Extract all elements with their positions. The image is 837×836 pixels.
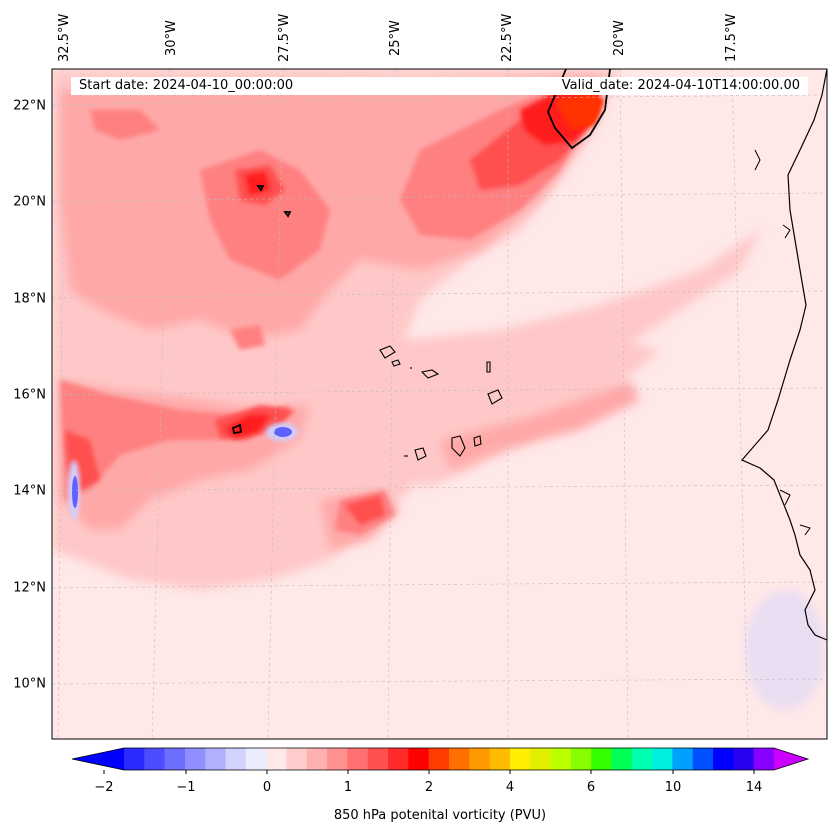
pv-contours xyxy=(231,69,611,435)
colorbar-swatch xyxy=(652,748,673,770)
colorbar-swatch xyxy=(428,748,450,770)
colorbar-tick-m2: −2 xyxy=(94,780,114,795)
colorbar-swatch xyxy=(205,748,227,770)
colorbar-swatch xyxy=(713,748,734,770)
colorbar-swatch xyxy=(245,748,267,770)
valid-date: Valid_date: 2024-04-10T14:00:00.00 xyxy=(561,78,800,93)
pv-field-negative xyxy=(68,423,825,710)
lat-label-18n: 18°N xyxy=(13,291,46,307)
colorbar-tick-m1: −1 xyxy=(176,780,196,795)
colorbar-swatch xyxy=(570,748,592,770)
colorbar-swatch xyxy=(672,748,694,770)
lat-label-12n: 12°N xyxy=(13,580,46,596)
colorbar-swatch xyxy=(347,748,369,770)
colorbar-swatch xyxy=(733,748,755,770)
colorbar-swatch xyxy=(611,748,633,770)
colorbar-tick-6: 6 xyxy=(586,780,596,795)
colorbar-swatch xyxy=(184,748,206,770)
colorbar-arrow-right xyxy=(774,748,808,770)
colorbar-swatch xyxy=(124,748,145,770)
colorbar-tick-4: 4 xyxy=(505,780,515,795)
lat-label-14n: 14°N xyxy=(13,483,46,499)
colorbar-tick-0: 0 xyxy=(262,780,272,795)
colorbar-swatch xyxy=(469,748,491,770)
colorbar-swatch xyxy=(631,748,653,770)
lon-label-30w: 30°W xyxy=(164,20,179,56)
colorbar-swatch xyxy=(388,748,409,770)
colorbar-outline xyxy=(71,747,810,771)
lat-label-16n: 16°N xyxy=(13,387,46,403)
colorbar xyxy=(71,747,810,774)
africa-coastline-detail xyxy=(754,149,811,536)
colorbar-swatch xyxy=(550,748,572,770)
lat-label-20n: 20°N xyxy=(13,194,46,210)
colorbar-swatch xyxy=(489,748,511,770)
colorbar-tick-2: 2 xyxy=(424,780,434,795)
start-date: Start date: 2024-04-10_00:00:00 xyxy=(79,78,294,93)
pv-field-orange xyxy=(555,92,605,130)
colorbar-swatch xyxy=(591,748,612,770)
colorbar-swatch xyxy=(327,748,348,770)
colorbar-swatch xyxy=(692,748,714,770)
colorbar-swatch xyxy=(530,748,552,770)
lon-label-22-5w: 22.5°W xyxy=(500,13,515,63)
lat-label-22n: 22°N xyxy=(13,98,46,114)
colorbar-tick-1: 1 xyxy=(343,780,353,795)
lon-label-17-5w: 17.5°W xyxy=(724,13,739,63)
colorbar-label: 850 hPa potenital vorticity (PVU) xyxy=(333,808,547,823)
colorbar-tick-10: 10 xyxy=(664,780,682,795)
graticule xyxy=(52,69,827,739)
colorbar-swatch xyxy=(509,748,531,770)
colorbar-swatch xyxy=(286,748,308,770)
lon-label-20w: 20°W xyxy=(612,20,627,56)
lon-label-27-5w: 27.5°W xyxy=(277,13,292,63)
colorbar-tick-14: 14 xyxy=(745,780,763,795)
colorbar-swatch xyxy=(367,748,389,770)
colorbar-swatch xyxy=(266,748,287,770)
africa-coastline xyxy=(741,69,827,641)
lon-label-32-5w: 32.5°W xyxy=(57,13,72,63)
colorbar-swatch xyxy=(753,748,775,770)
map-frame xyxy=(51,68,828,740)
colorbar-swatch xyxy=(164,748,186,770)
date-info-bar: Start date: 2024-04-10_00:00:00 Valid_da… xyxy=(71,77,808,95)
cape-verde-islands xyxy=(379,345,503,461)
lon-label-25w: 25°W xyxy=(388,20,403,56)
colorbar-swatch xyxy=(408,748,430,770)
colorbar-swatch xyxy=(225,748,247,770)
lat-label-10n: 10°N xyxy=(13,676,46,692)
colorbar-swatch xyxy=(449,748,470,770)
colorbar-swatch xyxy=(306,748,328,770)
colorbar-swatch xyxy=(144,748,166,770)
colorbar-arrow-left xyxy=(72,748,124,770)
